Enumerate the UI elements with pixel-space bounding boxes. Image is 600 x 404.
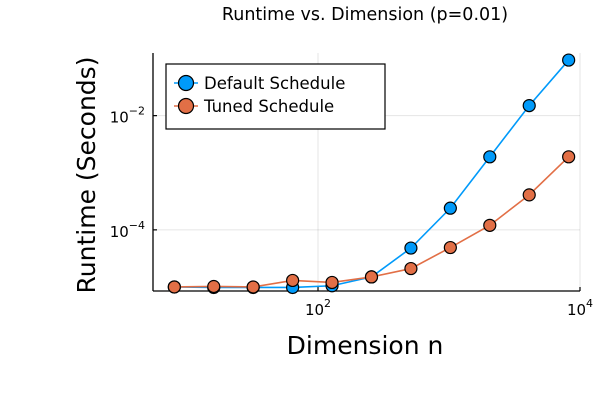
legend-box (165, 63, 386, 130)
legend-entry: Tuned Schedule (174, 97, 334, 116)
data-point (443, 240, 457, 255)
legend-label: Tuned Schedule (203, 97, 334, 116)
data-point (522, 188, 536, 202)
legend: Default Schedule Tuned Schedule (165, 63, 386, 130)
data-point (443, 201, 457, 215)
data-point (562, 150, 576, 164)
x-tick-exponent: 4 (586, 297, 593, 310)
data-point (167, 280, 181, 294)
y-tick-base: 10 (110, 223, 129, 241)
series-line (174, 156, 570, 288)
x-tick-label: 102 (305, 297, 331, 319)
legend-marker (177, 74, 195, 92)
x-axis-label: Dimension n (287, 331, 444, 360)
data-point (364, 270, 379, 284)
y-tick-exponent: −4 (129, 219, 145, 232)
legend-entry: Default Schedule (174, 74, 345, 93)
x-tick-exponent: 2 (324, 297, 331, 310)
x-tick-label: 104 (567, 297, 593, 319)
data-point (404, 261, 418, 276)
data-point (325, 275, 339, 290)
x-tick-base: 10 (305, 301, 324, 319)
x-tick-base: 10 (567, 301, 586, 319)
series-layer (167, 53, 576, 295)
y-tick-label: 10−4 (110, 219, 145, 241)
x-axis-ticks: 102 104 (305, 287, 593, 319)
data-point (483, 150, 497, 164)
y-tick-base: 10 (110, 109, 129, 127)
y-tick-exponent: −2 (129, 105, 145, 118)
y-tick-label: 10−2 (110, 105, 145, 127)
data-point (483, 218, 497, 232)
data-point (404, 241, 418, 255)
data-point (207, 279, 221, 294)
data-point (286, 273, 300, 288)
data-point (246, 280, 260, 294)
data-point (522, 98, 536, 113)
chart-title: Runtime vs. Dimension (p=0.01) (222, 5, 508, 25)
y-axis-ticks: 10−210−4 (110, 105, 157, 241)
legend-marker (177, 97, 195, 115)
data-point (562, 53, 576, 67)
y-axis-label: Runtime (Seconds) (72, 57, 101, 294)
series-2 (167, 150, 576, 294)
legend-label: Default Schedule (204, 74, 345, 93)
